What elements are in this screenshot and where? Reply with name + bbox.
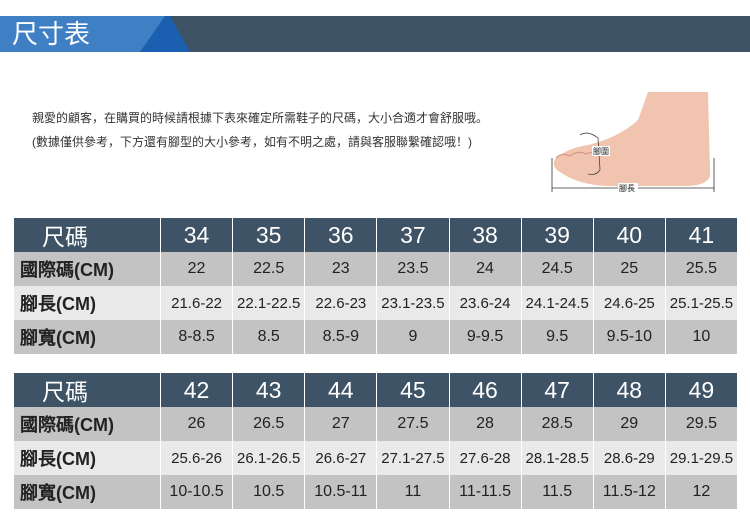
table-cell: 21.6-22 [160,286,234,320]
table-row: 腳長(CM) 25.6-26 26.1-26.5 26.6-27 27.1-27.5 27… [14,441,739,475]
table-cell: 8-8.5 [160,320,234,354]
table-cell: 10.5 [232,475,306,509]
table-cell: 24.5 [521,252,594,286]
row-label: 尺碼 [14,218,161,252]
header-banner: 尺寸表 [0,16,750,52]
table-cell: 27 [304,407,378,441]
table-cell: 35 [232,218,306,252]
table-row: 國際碼(CM) 26 26.5 27 27.5 28 28.5 29 29.5 [14,407,739,441]
row-label: 腳寬(CM) [14,320,161,354]
table-cell: 22 [160,252,234,286]
table-cell: 43 [232,373,306,407]
table-cell: 28 [449,407,522,441]
table-cell: 29 [593,407,666,441]
table-cell: 24.1-24.5 [521,286,594,320]
length-label: 腳長 [619,183,635,192]
table-cell: 47 [521,373,594,407]
table-cell: 36 [304,218,378,252]
table-row: 腳長(CM) 21.6-22 22.1-22.5 22.6-23 23.1-23.5 23… [14,286,739,320]
table-cell: 22.1-22.5 [232,286,306,320]
table-cell: 25 [593,252,666,286]
table-cell: 49 [665,373,739,407]
table-cell: 45 [376,373,450,407]
table-cell: 27.5 [376,407,450,441]
table-cell: 10.5-11 [304,475,378,509]
table-cell: 34 [160,218,234,252]
table-cell: 41 [665,218,739,252]
table-cell: 9 [376,320,450,354]
table-cell: 12 [665,475,739,509]
size-table-1: 尺碼 34 35 36 37 38 39 40 41 國際碼(CM) 22 22.5 23 23.5 24 2… [14,218,739,354]
girth-label: 腳圍 [593,146,609,156]
table-cell: 8.5 [232,320,306,354]
table-cell: 44 [304,373,378,407]
row-label: 尺碼 [14,373,161,407]
table-cell: 22.6-23 [304,286,378,320]
table-cell: 28.1-28.5 [521,441,594,475]
table-cell: 26.6-27 [304,441,378,475]
intro-text: 親愛的顧客，在購買的時候請根據下表來確定所需鞋子的尺碼，大小合適才會舒服哦。 (… [32,111,489,149]
table-cell: 37 [376,218,450,252]
table-cell: 23.1-23.5 [376,286,450,320]
table-cell: 25.6-26 [160,441,234,475]
table-cell: 11 [376,475,450,509]
foot-diagram: 腳圍 腳長 [551,92,715,192]
table-cell: 39 [521,218,594,252]
table-row: 國際碼(CM) 22 22.5 23 23.5 24 24.5 25 25.5 [14,252,739,286]
table-cell: 26.5 [232,407,306,441]
table-cell: 26.1-26.5 [232,441,306,475]
table-cell: 11-11.5 [449,475,522,509]
table-cell: 23.6-24 [449,286,522,320]
table-cell: 29.5 [665,407,739,441]
table-row: 尺碼 34 35 36 37 38 39 40 41 [14,218,739,252]
table-cell: 24.6-25 [593,286,666,320]
table-cell: 23.5 [376,252,450,286]
table-cell: 10 [665,320,739,354]
table-cell: 28.5 [521,407,594,441]
table-cell: 27.1-27.5 [376,441,450,475]
table-cell: 29.1-29.5 [665,441,739,475]
table-cell: 25.5 [665,252,739,286]
table-row: 腳寬(CM) 8-8.5 8.5 8.5-9 9 9-9.5 9.5 9.5-10 10 [14,320,739,354]
table-row: 腳寬(CM) 10-10.5 10.5 10.5-11 11 11-11.5 11.5 11.… [14,475,739,509]
table-cell: 25.1-25.5 [665,286,739,320]
table-cell: 9.5 [521,320,594,354]
row-label: 國際碼(CM) [14,407,161,441]
table-cell: 27.6-28 [449,441,522,475]
table-cell: 24 [449,252,522,286]
table-cell: 11.5-12 [593,475,666,509]
row-label: 腳長(CM) [14,286,161,320]
table-cell: 46 [449,373,522,407]
table-cell: 8.5-9 [304,320,378,354]
table-cell: 42 [160,373,234,407]
page-title: 尺寸表 [12,19,91,49]
size-table-2: 尺碼 42 43 44 45 46 47 48 49 國際碼(CM) 26 26.5 27 27.5 28 2… [14,373,739,509]
row-label: 腳長(CM) [14,441,161,475]
table-cell: 38 [449,218,522,252]
row-label: 腳寬(CM) [14,475,161,509]
table-row: 尺碼 42 43 44 45 46 47 48 49 [14,373,739,407]
table-cell: 10-10.5 [160,475,234,509]
table-cell: 11.5 [521,475,594,509]
table-cell: 26 [160,407,234,441]
table-cell: 48 [593,373,666,407]
table-cell: 22.5 [232,252,306,286]
table-cell: 28.6-29 [593,441,666,475]
row-label: 國際碼(CM) [14,252,161,286]
table-cell: 40 [593,218,666,252]
table-cell: 23 [304,252,378,286]
table-cell: 9.5-10 [593,320,666,354]
table-cell: 9-9.5 [449,320,522,354]
